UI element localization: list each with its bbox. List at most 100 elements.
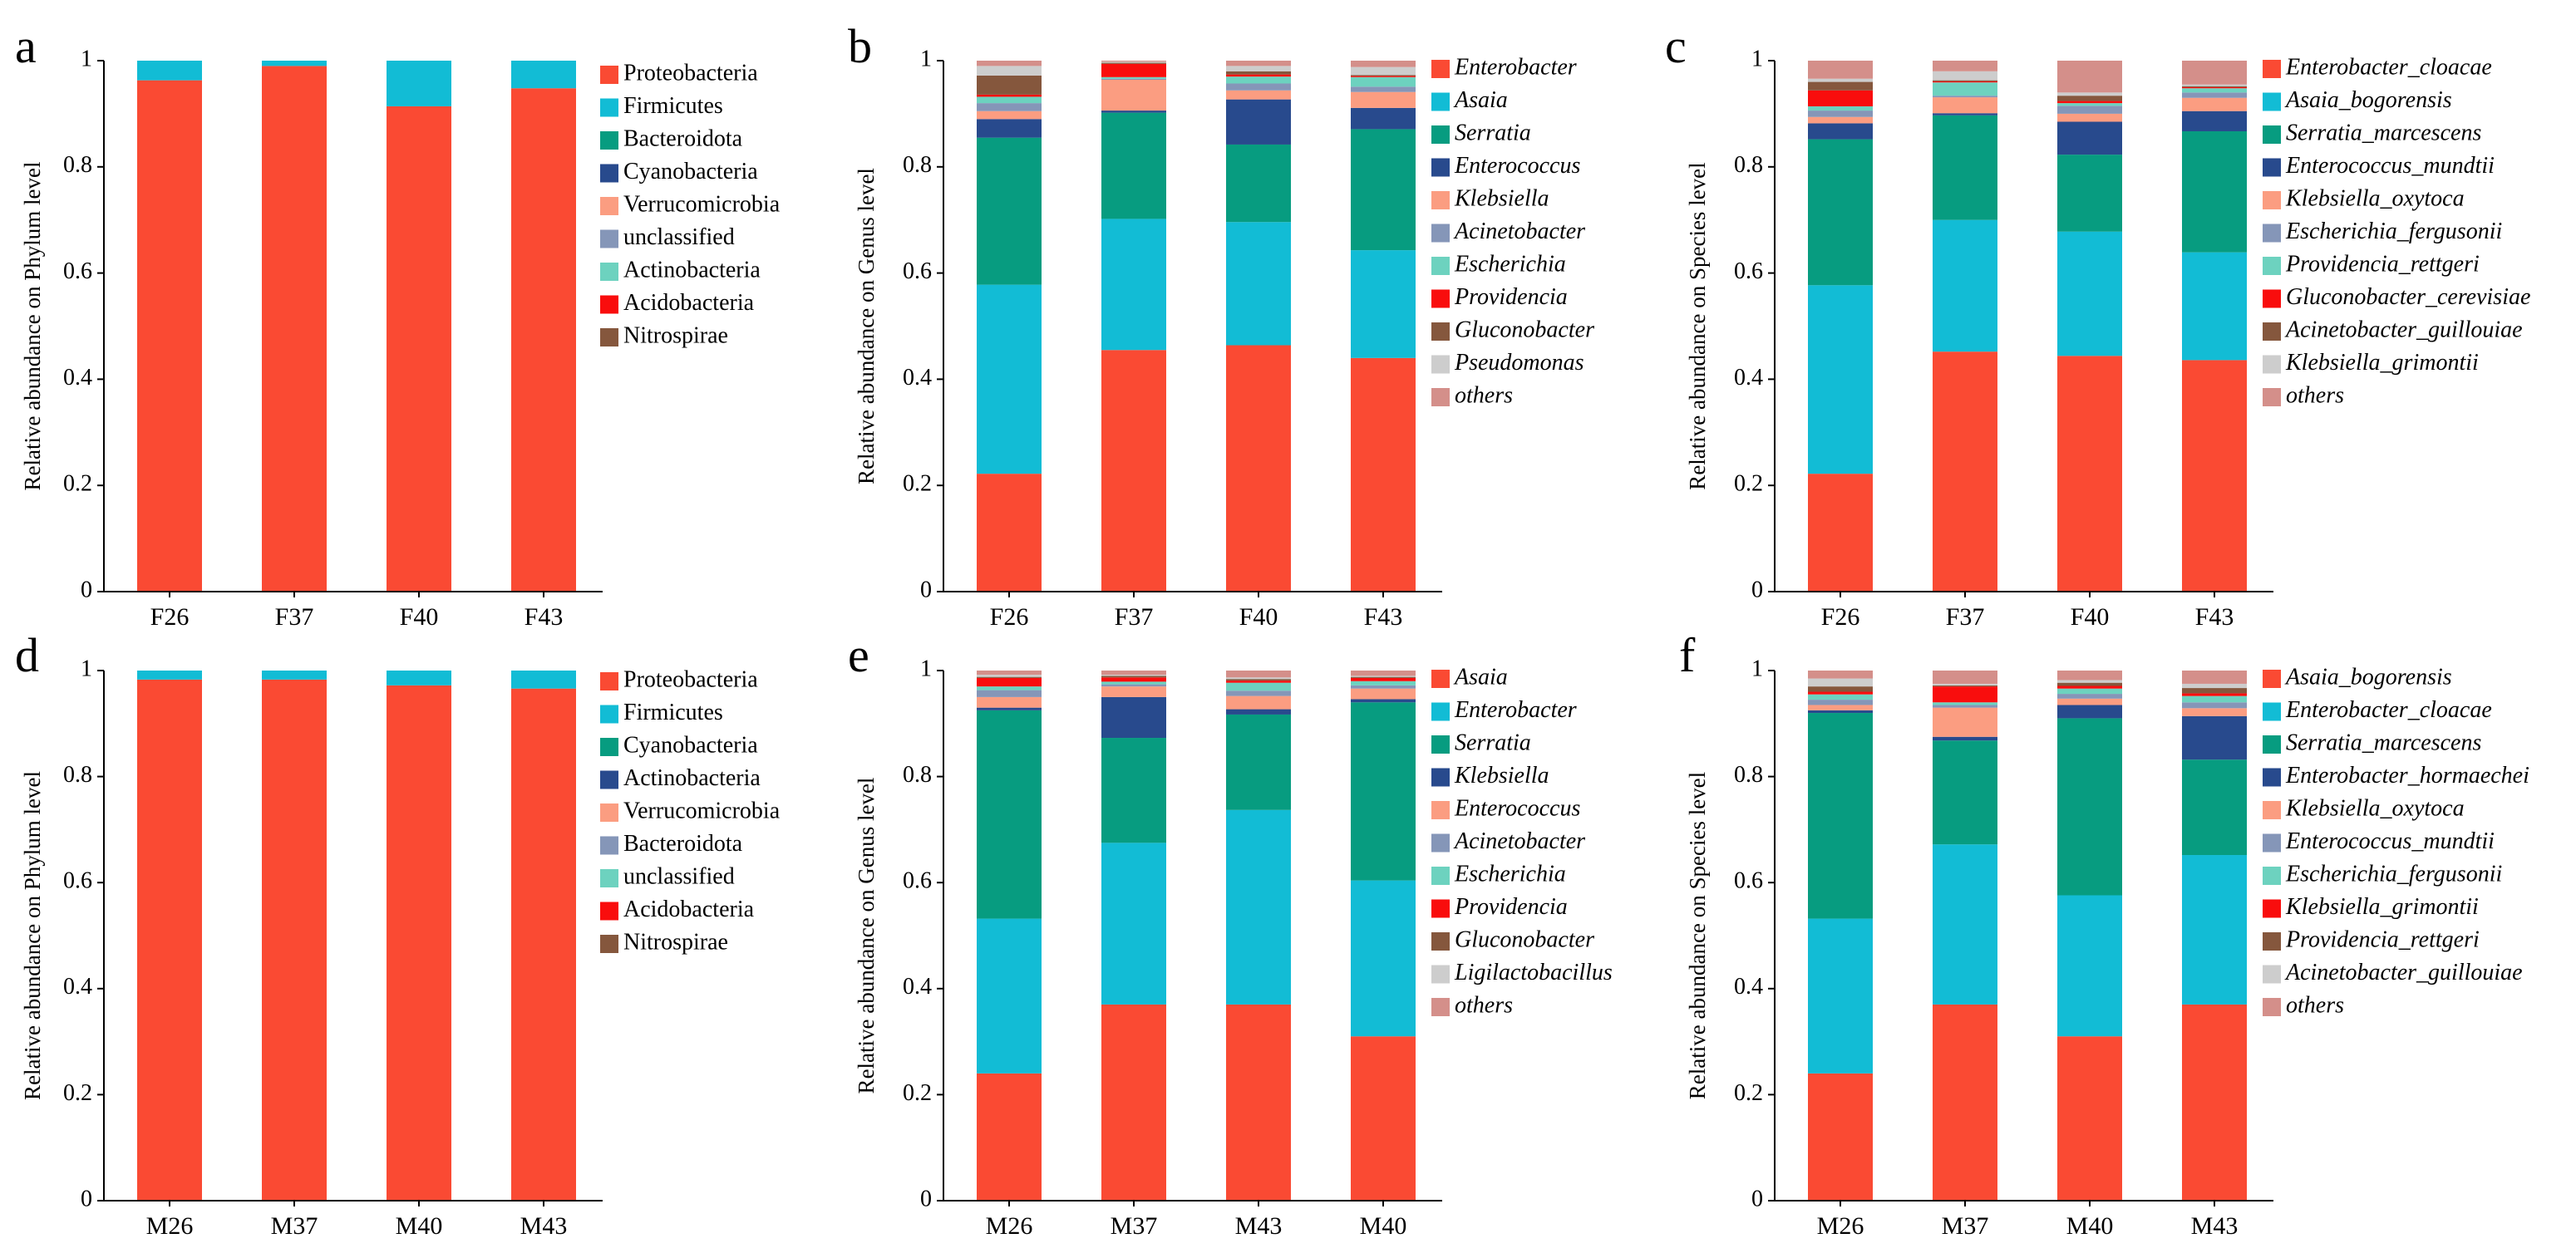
legend-label: Providencia_rettgeri <box>2285 251 2480 277</box>
legend-label: unclassified <box>623 224 735 250</box>
legend-swatch <box>1431 833 1450 853</box>
legend-label: Verrucomicrobia <box>623 191 781 217</box>
y-tick-label: 0.2 <box>1734 1080 1763 1106</box>
bar-segment-M26-7 <box>1808 694 1873 700</box>
bar-segment-M26-11 <box>977 671 1042 676</box>
bar-segment-M43-2 <box>2182 855 2247 1005</box>
bar-segment-F40-9 <box>2057 96 2122 101</box>
legend-label: Escherichia <box>1454 861 1566 887</box>
bar-segment-F37-5 <box>1101 80 1166 111</box>
x-tick-label: M40 <box>1360 1212 1407 1240</box>
bar-segment-F26-1 <box>977 474 1042 592</box>
bar-segment-F43-11 <box>2182 61 2247 85</box>
legend-label: Ligilactobacillus <box>1454 960 1613 985</box>
bar-segment-M37-4 <box>1933 736 1997 741</box>
bar-segment-M43-11 <box>2182 671 2247 684</box>
bar-segment-F43-9 <box>1351 75 1416 76</box>
panel-b: b Relative abundance on Genus level F26 F37… <box>848 19 1594 631</box>
legend-swatch <box>1431 932 1450 951</box>
legend-label: Nitrospirae <box>623 322 728 348</box>
y-tick-label: 1 <box>1751 46 1763 71</box>
x-tick-label: M37 <box>1942 1212 1989 1240</box>
legend-label: Klebsiella <box>1454 185 1549 211</box>
legend-label: Enterococcus <box>1454 795 1580 821</box>
y-tick-label: 0.8 <box>63 762 92 788</box>
bar-segment-M37-3 <box>1933 740 1997 845</box>
legend-label: Enterococcus_mundtii <box>2285 153 2495 179</box>
bar-segment-M43-6 <box>2182 702 2247 709</box>
legend-label: Serratia_marcescens <box>2286 120 2481 145</box>
y-tick-label: 1 <box>1751 656 1763 681</box>
legend-swatch <box>1431 257 1450 275</box>
bar-segment-M43-8 <box>1226 681 1291 683</box>
bar-segment-M43-9 <box>2182 688 2247 694</box>
y-tick-label: 0.4 <box>63 365 92 391</box>
bar-segment-F37-6 <box>1101 78 1166 81</box>
bar-segment-M43-8 <box>2182 693 2247 696</box>
bar-segment-M26-1 <box>1808 1073 1873 1201</box>
panel-letter: c <box>1665 19 1687 73</box>
legend-label: Providencia_rettgeri <box>2285 926 2480 952</box>
x-tick-label: F43 <box>1364 603 1403 631</box>
bar-segment-F40-7 <box>2057 103 2122 106</box>
y-tick-label: 0.6 <box>63 258 92 284</box>
legend-swatch <box>1431 388 1450 406</box>
bar-segment-F40-1 <box>2057 356 2122 592</box>
legend-swatch <box>1431 899 1450 918</box>
legend-label: unclassified <box>623 863 735 889</box>
legend-label: Proteobacteria <box>623 666 758 692</box>
bar-segment-M26-9 <box>977 676 1042 678</box>
bar-segment-M37-11 <box>1101 671 1166 676</box>
legend-label: Gluconobacter_cerevisiae <box>2286 284 2530 310</box>
bar-segment-F37-3 <box>1101 112 1166 219</box>
bar-segment-M40-7 <box>1351 681 1416 686</box>
bar-segment-M43-5 <box>2182 708 2247 716</box>
bar-segment-M43-7 <box>1226 682 1291 691</box>
panel-letter: d <box>15 628 39 682</box>
bar-segment-F26-10 <box>977 66 1042 76</box>
bar-segment-F26-7 <box>1808 106 1873 111</box>
bar-segment-F43-8 <box>1351 76 1416 77</box>
legend-swatch <box>2263 768 2281 787</box>
legend-swatch <box>2263 257 2281 275</box>
bar-segment-M37-1 <box>262 679 327 1201</box>
legend-label: Acidobacteria <box>623 897 755 922</box>
bar-segment-M26-2 <box>977 918 1042 1074</box>
bar-segment-F40-11 <box>2057 61 2122 93</box>
y-tick-label: 0.2 <box>63 1080 92 1106</box>
bar-segment-M26-11 <box>1808 671 1873 679</box>
bar-segment-M26-10 <box>1808 678 1873 687</box>
legend-label: Bacteroidota <box>623 831 743 857</box>
bar-segment-F43-9 <box>2182 86 2247 87</box>
bar-segment-F26-3 <box>977 137 1042 285</box>
bar-segment-M43-1 <box>511 688 576 1201</box>
legend-swatch <box>600 229 618 248</box>
bar-segment-F40-2 <box>2057 231 2122 356</box>
legend-swatch <box>1431 965 1450 984</box>
legend-swatch <box>600 66 618 84</box>
bar-segment-M43-5 <box>1226 695 1291 710</box>
bar-segment-M37-4 <box>1101 696 1166 739</box>
bar-segment-M43-3 <box>1226 714 1291 810</box>
y-tick-label: 0.4 <box>1734 974 1763 1000</box>
y-tick-label: 0.6 <box>63 868 92 894</box>
legend-swatch <box>2263 801 2281 819</box>
bar-segment-M26-10 <box>977 675 1042 677</box>
y-axis-label: Relative abundance on Genus level <box>854 168 879 484</box>
legend-label: Asaia_bogorensis <box>2284 87 2452 113</box>
bar-segment-M40-9 <box>1351 676 1416 678</box>
y-axis-label: Relative abundance on Phylum level <box>20 162 45 491</box>
bar-segment-F43-4 <box>2182 111 2247 131</box>
legend-label: Cyanobacteria <box>623 732 758 758</box>
bar-segment-F43-5 <box>1351 91 1416 108</box>
bar-segment-M26-3 <box>1808 713 1873 919</box>
bar-segment-F26-7 <box>977 96 1042 104</box>
bar-segment-F37-8 <box>1933 81 1997 83</box>
bar-segment-F26-1 <box>1808 474 1873 592</box>
bar-segment-F40-7 <box>1226 76 1291 84</box>
x-tick-label: F40 <box>1239 603 1278 631</box>
legend-swatch <box>1431 224 1450 243</box>
legend-swatch <box>600 869 618 887</box>
x-tick-label: F26 <box>150 603 190 631</box>
